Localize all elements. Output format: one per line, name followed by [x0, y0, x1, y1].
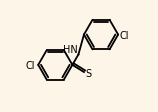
Text: Cl: Cl	[119, 30, 129, 40]
Text: S: S	[86, 68, 92, 78]
Text: Cl: Cl	[26, 60, 35, 70]
Text: HN: HN	[63, 44, 78, 54]
